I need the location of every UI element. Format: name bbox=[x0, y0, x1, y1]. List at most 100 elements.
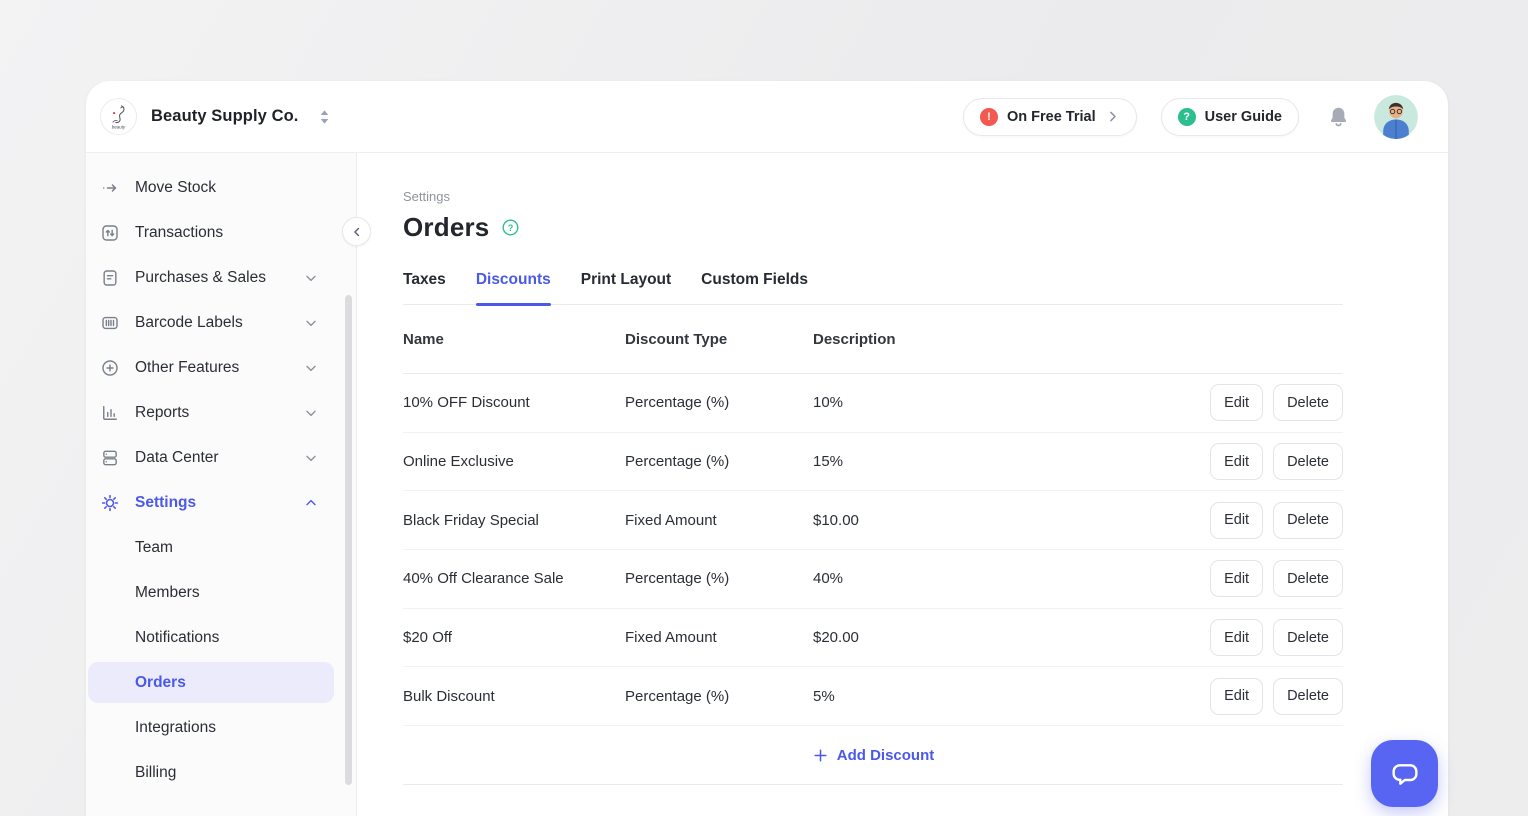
edit-button[interactable]: Edit bbox=[1210, 501, 1264, 539]
edit-button[interactable]: Edit bbox=[1210, 619, 1264, 657]
sidebar-item-notifications[interactable]: Notifications bbox=[135, 628, 220, 646]
column-header-name: Name bbox=[403, 330, 444, 348]
chevron-left-icon bbox=[353, 227, 359, 236]
sidebar-item-members[interactable]: Members bbox=[135, 583, 200, 601]
table-header: Name Discount Type Description bbox=[403, 305, 1343, 374]
table-row: Bulk Discount Percentage (%) 5% Edit Del… bbox=[403, 667, 1343, 727]
discount-type: Fixed Amount bbox=[625, 629, 717, 647]
company-switcher[interactable]: beauty Beauty Supply Co. bbox=[100, 98, 331, 135]
sidebar-item-purchases-sales[interactable]: Purchases & Sales bbox=[86, 255, 356, 300]
sidebar-item-label: Settings bbox=[135, 493, 197, 511]
plus-icon bbox=[814, 749, 827, 762]
tab-bar: Taxes Discounts Print Layout Custom Fiel… bbox=[403, 271, 1343, 306]
sidebar-item-team[interactable]: Team bbox=[135, 538, 173, 556]
discounts-table: Name Discount Type Description 10% OFF D… bbox=[403, 305, 1343, 786]
trial-alert-icon: ! bbox=[979, 107, 998, 126]
tab-custom-fields[interactable]: Custom Fields bbox=[701, 271, 808, 288]
tab-discounts[interactable]: Discounts bbox=[475, 271, 551, 306]
discount-type: Percentage (%) bbox=[625, 687, 730, 705]
discount-name: 10% OFF Discount bbox=[403, 394, 530, 412]
sidebar-item-label: Transactions bbox=[135, 223, 224, 241]
company-name: Beauty Supply Co. bbox=[151, 107, 299, 125]
table-row: $20 Off Fixed Amount $20.00 Edit Delete bbox=[403, 609, 1343, 668]
sidebar-item-label: Reports bbox=[135, 403, 190, 421]
sidebar-item-transactions[interactable]: Transactions bbox=[86, 210, 356, 255]
sidebar-item-label: Data Center bbox=[135, 448, 219, 466]
discount-type: Percentage (%) bbox=[625, 570, 730, 588]
column-header-discount-type: Discount Type bbox=[625, 330, 728, 348]
discount-name: Bulk Discount bbox=[403, 687, 495, 705]
edit-button[interactable]: Edit bbox=[1210, 677, 1264, 715]
notifications-bell-icon[interactable] bbox=[1327, 105, 1350, 129]
beauty-logo-icon: beauty bbox=[112, 105, 126, 130]
discount-description: $20.00 bbox=[813, 629, 859, 647]
sidebar-item-label: Barcode Labels bbox=[135, 313, 243, 331]
add-discount-button[interactable]: Add Discount bbox=[403, 726, 1343, 786]
tab-print-layout[interactable]: Print Layout bbox=[580, 271, 672, 288]
chevron-down-icon bbox=[306, 365, 316, 371]
chat-bubble-icon bbox=[1391, 763, 1418, 785]
sidebar-item-data-center[interactable]: Data Center bbox=[86, 435, 356, 480]
edit-button[interactable]: Edit bbox=[1210, 384, 1264, 422]
sidebar-item-orders[interactable]: Orders bbox=[88, 662, 334, 703]
discount-name: $20 Off bbox=[403, 629, 452, 647]
database-icon bbox=[103, 450, 117, 465]
sidebar-item-billing[interactable]: Billing bbox=[135, 763, 177, 781]
company-switcher-arrows-icon[interactable] bbox=[318, 109, 331, 125]
help-glyph: ? bbox=[508, 223, 514, 233]
discount-description: 15% bbox=[813, 453, 844, 471]
discount-description: 10% bbox=[813, 394, 844, 412]
sidebar-scrollbar[interactable] bbox=[345, 295, 352, 785]
edit-button[interactable]: Edit bbox=[1210, 443, 1264, 481]
chevron-down-icon bbox=[306, 275, 316, 281]
free-trial-button[interactable]: ! On Free Trial bbox=[962, 97, 1137, 136]
edit-button[interactable]: Edit bbox=[1210, 560, 1264, 598]
chevron-down-icon bbox=[306, 455, 316, 461]
tab-taxes[interactable]: Taxes bbox=[403, 271, 446, 288]
app-window: beauty Beauty Supply Co. ! On Free Trial… bbox=[86, 81, 1448, 816]
page-title: Orders bbox=[403, 212, 490, 242]
delete-button[interactable]: Delete bbox=[1273, 560, 1343, 598]
chevron-up-icon bbox=[306, 499, 316, 505]
sidebar-item-label: Move Stock bbox=[135, 178, 216, 196]
bar-chart-icon bbox=[103, 405, 117, 420]
delete-button[interactable]: Delete bbox=[1273, 384, 1343, 422]
delete-button[interactable]: Delete bbox=[1273, 501, 1343, 539]
discount-name: Black Friday Special bbox=[403, 511, 539, 529]
add-discount-label: Add Discount bbox=[836, 746, 935, 764]
sidebar-item-barcode-labels[interactable]: Barcode Labels bbox=[86, 300, 356, 345]
sidebar-item-move-stock[interactable]: Move Stock bbox=[86, 165, 356, 210]
sidebar-item-label: Other Features bbox=[135, 358, 240, 376]
sidebar-item-settings[interactable]: Settings bbox=[86, 480, 356, 525]
delete-button[interactable]: Delete bbox=[1273, 677, 1343, 715]
sidebar-item-label: Purchases & Sales bbox=[135, 268, 266, 286]
discount-description: $10.00 bbox=[813, 511, 859, 529]
sidebar-item-integrations[interactable]: Integrations bbox=[135, 718, 216, 736]
logo-wordmark: beauty bbox=[112, 125, 126, 130]
table-row: 40% Off Clearance Sale Percentage (%) 40… bbox=[403, 550, 1343, 609]
top-bar: beauty Beauty Supply Co. ! On Free Trial… bbox=[86, 81, 1448, 153]
delete-button[interactable]: Delete bbox=[1273, 443, 1343, 481]
sidebar-item-other-features[interactable]: Other Features bbox=[86, 345, 356, 390]
delete-button[interactable]: Delete bbox=[1273, 619, 1343, 657]
free-trial-label: On Free Trial bbox=[1006, 108, 1096, 125]
plus-circle-icon bbox=[102, 359, 118, 376]
discount-name: 40% Off Clearance Sale bbox=[403, 570, 564, 588]
discount-description: 5% bbox=[813, 687, 835, 705]
chat-support-button[interactable] bbox=[1371, 740, 1438, 807]
chevron-right-icon bbox=[1109, 111, 1116, 122]
main-content: Settings Orders ? Taxes Discounts Print … bbox=[357, 153, 1448, 816]
discount-type: Percentage (%) bbox=[625, 394, 730, 412]
question-mark-icon: ? bbox=[1177, 107, 1196, 126]
breadcrumb[interactable]: Settings bbox=[403, 189, 450, 204]
sidebar-collapse-button[interactable] bbox=[342, 217, 371, 246]
help-icon[interactable]: ? bbox=[501, 218, 520, 237]
top-bar-actions: ! On Free Trial ? User Guide bbox=[962, 94, 1418, 139]
sidebar-item-reports[interactable]: Reports bbox=[86, 390, 356, 435]
discount-name: Online Exclusive bbox=[403, 453, 514, 471]
purchases-sales-icon bbox=[103, 269, 117, 286]
table-row: 10% OFF Discount Percentage (%) 10% Edit… bbox=[403, 374, 1343, 433]
user-guide-button[interactable]: ? User Guide bbox=[1160, 97, 1299, 136]
table-row: Black Friday Special Fixed Amount $10.00… bbox=[403, 491, 1343, 551]
user-avatar[interactable] bbox=[1374, 94, 1418, 139]
